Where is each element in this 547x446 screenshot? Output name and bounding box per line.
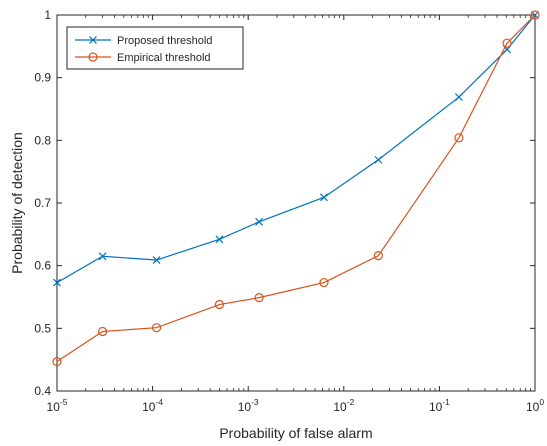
marker-stroke (98, 252, 107, 261)
x-tick-label-base: 10 (333, 400, 347, 414)
data-point (53, 278, 61, 287)
data-point (454, 133, 464, 143)
series-line-0 (56, 14, 536, 284)
x-tick-label-base: 10 (47, 400, 61, 414)
data-point (454, 93, 463, 102)
data-point (530, 10, 540, 20)
x-tick-label-exponent: -1 (442, 397, 450, 407)
legend-box (66, 26, 244, 70)
marker-stroke (152, 256, 161, 264)
data-point (255, 217, 264, 226)
y-tick-label: 0.7 (34, 196, 51, 210)
legend-label-1: Empirical threshold (117, 52, 211, 64)
x-tick-label-exponent: -2 (347, 397, 355, 407)
y-tick-label: 0.8 (34, 133, 51, 147)
legend-label-0: Proposed threshold (117, 35, 212, 47)
data-point (319, 277, 329, 288)
marker-stroke (374, 155, 383, 164)
data-point (52, 356, 62, 367)
series-line-1 (56, 14, 536, 363)
y-tick-label: 0.6 (34, 259, 51, 273)
y-tick-label: 0.5 (34, 321, 51, 335)
legend-marker (89, 36, 97, 44)
data-point (320, 193, 328, 202)
x-tick-label: 100 (526, 397, 544, 414)
data-point (98, 252, 107, 261)
marker-stroke (454, 93, 463, 102)
marker-stroke (320, 193, 328, 202)
data-point (214, 299, 225, 310)
x-tick-label: 10-1 (429, 397, 450, 414)
x-tick-label: 10-4 (142, 397, 163, 414)
y-axis-title: Probability of detection (9, 132, 25, 274)
x-tick-label-exponent: 0 (539, 397, 544, 407)
x-tick-label-base: 10 (526, 400, 540, 414)
x-tick-label-base: 10 (142, 400, 156, 414)
plot-area (56, 14, 536, 392)
x-tick-label: 10-3 (238, 397, 259, 414)
y-tick-label: 0.4 (34, 384, 51, 398)
x-tick-label-exponent: -5 (60, 397, 68, 407)
data-point (374, 155, 383, 164)
series-layer (52, 10, 540, 367)
data-point (254, 293, 264, 303)
marker-stroke (53, 278, 61, 287)
legend: Proposed threshold Empirical threshold (66, 26, 244, 70)
x-tick-label-base: 10 (238, 400, 252, 414)
data-point (152, 256, 161, 264)
legend-marker (88, 52, 98, 62)
data-point (98, 326, 108, 337)
x-tick-label: 10-5 (47, 397, 68, 414)
x-tick-label: 10-2 (333, 397, 354, 414)
x-axis-title: Probability of false alarm (219, 425, 372, 441)
marker-stroke (255, 217, 264, 226)
x-tick-label-exponent: -3 (251, 397, 259, 407)
y-tick-label: 1 (44, 8, 51, 22)
data-point (373, 251, 383, 261)
y-tick-label: 0.9 (34, 71, 51, 85)
data-point (502, 38, 512, 48)
marker-stroke (215, 235, 224, 244)
x-tick-label-base: 10 (429, 400, 443, 414)
x-tick-label-exponent: -4 (155, 397, 163, 407)
data-point (151, 323, 162, 333)
data-point (215, 235, 224, 244)
